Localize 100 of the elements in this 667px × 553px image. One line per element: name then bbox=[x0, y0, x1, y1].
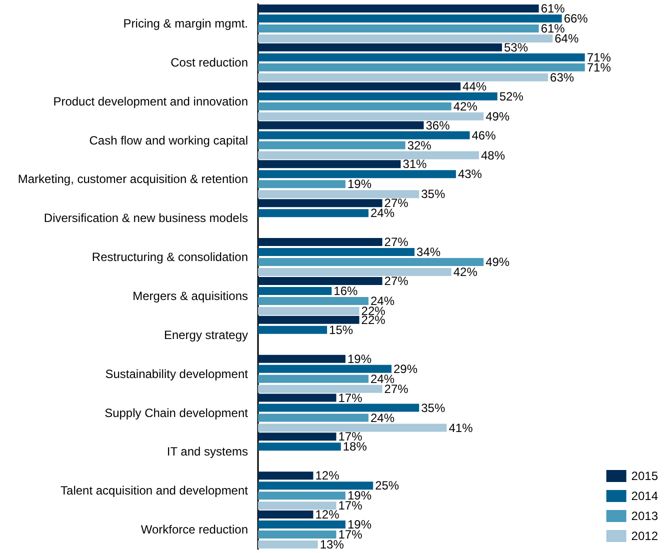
bar bbox=[258, 384, 382, 393]
bar bbox=[258, 73, 548, 82]
y-tick-label: IT and systems bbox=[166, 444, 248, 459]
data-label: 41% bbox=[448, 420, 474, 435]
y-tick-label: Restructuring & consolidation bbox=[92, 250, 248, 264]
data-label: 15% bbox=[329, 322, 354, 337]
data-label: 27% bbox=[384, 235, 409, 250]
bar bbox=[258, 141, 406, 150]
y-tick-label: Cost reduction bbox=[170, 55, 248, 70]
y-tick-label: Marketing, customer acquisition & retention bbox=[18, 172, 248, 186]
y-tick-label: Energy strategy bbox=[164, 328, 248, 342]
data-label: 35% bbox=[421, 400, 446, 415]
y-tick-label: Sustainability development bbox=[105, 366, 249, 381]
data-label: 44% bbox=[462, 79, 487, 94]
data-label: 42% bbox=[453, 265, 478, 280]
bar bbox=[258, 102, 452, 110]
data-label: 29% bbox=[394, 362, 418, 376]
bar bbox=[258, 4, 539, 12]
data-label: 24% bbox=[370, 410, 395, 425]
data-label: 52% bbox=[499, 89, 524, 104]
bar bbox=[258, 82, 461, 90]
bar bbox=[258, 540, 318, 549]
bar bbox=[258, 296, 368, 305]
y-tick-label: Product development and innovation bbox=[53, 94, 248, 108]
data-label: 43% bbox=[458, 167, 482, 182]
data-label: 42% bbox=[453, 99, 478, 114]
y-tick-label: Pricing & margin mgmt. bbox=[123, 16, 248, 30]
bar bbox=[258, 209, 368, 218]
data-label: 25% bbox=[375, 478, 400, 493]
data-label: 35% bbox=[421, 187, 446, 202]
data-label: 19% bbox=[347, 177, 372, 192]
bar bbox=[258, 131, 470, 140]
y-tick-label: Cash flow and working capital bbox=[89, 133, 248, 148]
legend-label: 2012 bbox=[631, 529, 658, 543]
data-label: 46% bbox=[472, 128, 496, 142]
data-label: 18% bbox=[342, 440, 368, 454]
data-label: 63% bbox=[550, 70, 574, 84]
data-label: 12% bbox=[315, 468, 340, 483]
bar bbox=[258, 394, 336, 402]
data-label: 32% bbox=[407, 138, 432, 152]
bar bbox=[258, 248, 415, 256]
data-label: 49% bbox=[486, 255, 510, 270]
legend-label: 2015 bbox=[631, 469, 658, 483]
bar bbox=[258, 24, 539, 32]
data-label: 49% bbox=[486, 109, 510, 124]
bar bbox=[258, 180, 346, 188]
bar bbox=[258, 520, 346, 529]
data-label: 19% bbox=[347, 352, 372, 366]
bar bbox=[258, 502, 336, 510]
bar bbox=[258, 268, 452, 276]
data-label: 16% bbox=[334, 284, 358, 298]
bar bbox=[258, 530, 336, 539]
bar bbox=[258, 238, 382, 246]
bar bbox=[258, 472, 314, 480]
bar bbox=[258, 306, 360, 315]
bar bbox=[258, 424, 447, 432]
bar bbox=[258, 190, 420, 198]
bar bbox=[258, 510, 314, 519]
bar bbox=[258, 492, 346, 500]
bar bbox=[258, 258, 484, 266]
data-label: 34% bbox=[416, 245, 441, 260]
bar bbox=[258, 63, 585, 72]
data-label: 48% bbox=[480, 148, 506, 162]
bar bbox=[258, 34, 553, 42]
bar bbox=[258, 276, 382, 285]
data-label: 27% bbox=[384, 274, 409, 288]
legend-label: 2014 bbox=[631, 489, 658, 503]
legend-label: 2013 bbox=[631, 509, 658, 523]
data-label: 61% bbox=[540, 1, 566, 16]
data-label: 53% bbox=[504, 40, 528, 54]
bar bbox=[258, 43, 502, 52]
bar bbox=[258, 364, 392, 373]
bar bbox=[258, 112, 484, 120]
y-tick-label: Mergers & aquisitions bbox=[132, 288, 248, 303]
bar bbox=[258, 482, 374, 490]
bar bbox=[258, 286, 332, 295]
data-label: 66% bbox=[564, 11, 588, 26]
y-tick-label: Supply Chain development bbox=[104, 406, 249, 420]
bar bbox=[258, 316, 360, 324]
bar bbox=[258, 151, 479, 160]
data-label: 17% bbox=[338, 498, 363, 513]
bar bbox=[258, 92, 498, 100]
bar bbox=[258, 414, 368, 422]
data-label: 24% bbox=[370, 206, 395, 220]
bar bbox=[258, 374, 368, 383]
bar bbox=[258, 354, 346, 363]
bar bbox=[258, 14, 562, 22]
bar bbox=[258, 160, 401, 168]
bar bbox=[258, 432, 336, 441]
bar bbox=[258, 442, 341, 451]
bar bbox=[258, 53, 585, 62]
bar bbox=[258, 170, 456, 178]
data-label: 17% bbox=[338, 390, 363, 405]
data-label: 36% bbox=[426, 118, 450, 132]
data-label: 12% bbox=[315, 508, 340, 522]
data-label: 31% bbox=[402, 157, 428, 172]
bar bbox=[258, 326, 328, 334]
data-label: 24% bbox=[370, 294, 395, 308]
bar bbox=[258, 404, 420, 412]
y-tick-label: Talent acquisition and development bbox=[60, 484, 249, 498]
